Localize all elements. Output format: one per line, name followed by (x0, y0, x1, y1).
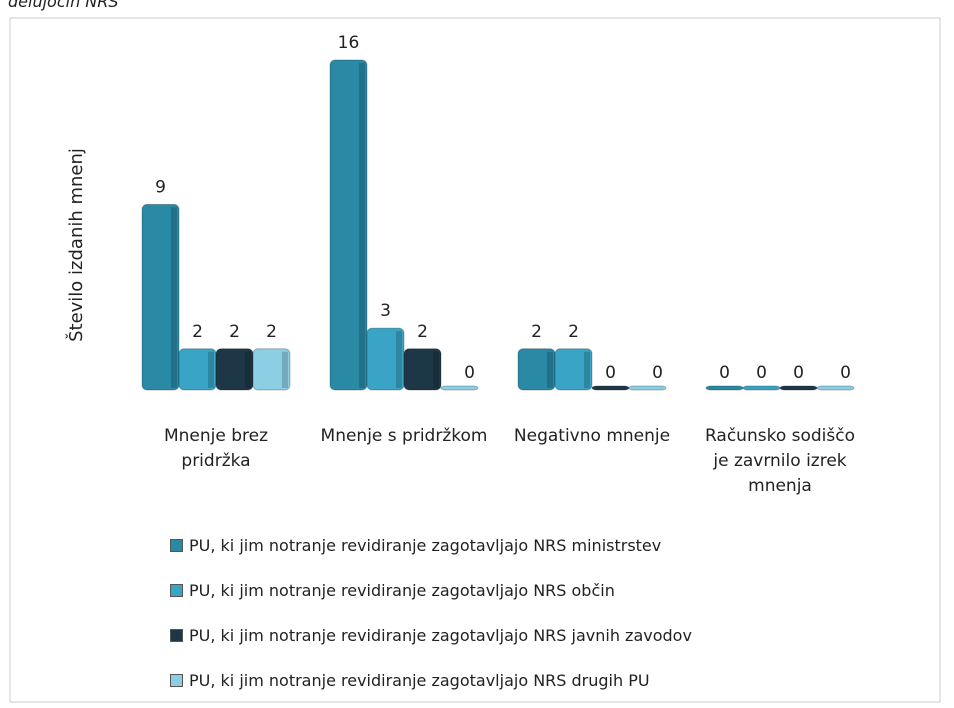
data-label: 9 (155, 177, 166, 197)
bar-shade (547, 351, 553, 388)
data-label: 2 (229, 322, 240, 342)
legend-entry: PU, ki jim notranje revidiranje zagotavl… (170, 581, 615, 600)
legend-swatch (170, 629, 183, 642)
legend-entry: PU, ki jim notranje revidiranje zagotavl… (170, 671, 650, 690)
bar-shade (245, 351, 251, 388)
legend-label: PU, ki jim notranje revidiranje zagotavl… (189, 626, 692, 645)
x-tick-label: Negativno mnenje (513, 426, 671, 446)
legend-swatch (170, 539, 183, 552)
legend-swatch (170, 584, 183, 597)
bar (705, 385, 744, 391)
legend-entry: PU, ki jim notranje revidiranje zagotavl… (170, 536, 661, 555)
bar-shade (208, 351, 214, 388)
bar-shade (359, 63, 365, 388)
data-label: 0 (719, 363, 730, 383)
data-label: 2 (417, 322, 428, 342)
bar (554, 348, 593, 391)
data-label: 0 (464, 363, 475, 383)
data-label: 0 (840, 363, 851, 383)
bar (403, 348, 442, 391)
bar (141, 203, 180, 391)
chart-frame (9, 17, 941, 703)
bar-shade (282, 351, 288, 388)
bar (628, 385, 667, 391)
bar-shade (396, 331, 402, 388)
data-label: 0 (793, 363, 804, 383)
bar-shade (584, 351, 590, 388)
x-tick-label: Mnenje brez pridržka (163, 426, 269, 471)
legend-label: PU, ki jim notranje revidiranje zagotavl… (189, 671, 650, 690)
data-label: 16 (338, 33, 360, 53)
bar-shade (171, 207, 177, 388)
caption: delujočih NRS (8, 0, 119, 11)
legend-entry: PU, ki jim notranje revidiranje zagotavl… (170, 626, 692, 645)
bar (591, 385, 630, 391)
legend-label: PU, ki jim notranje revidiranje zagotavl… (189, 536, 662, 555)
data-label: 0 (652, 363, 663, 383)
legend-swatch (170, 674, 183, 687)
bar (329, 59, 368, 391)
data-label: 2 (531, 322, 542, 342)
x-tick-label: Mnenje s pridržkom (320, 426, 488, 446)
data-label: 0 (756, 363, 767, 383)
data-label: 2 (266, 322, 277, 342)
data-label: 2 (192, 322, 203, 342)
data-label: 0 (605, 363, 616, 383)
bar-shade (433, 351, 439, 388)
data-label: 3 (380, 301, 391, 321)
x-tick-label: Računsko sodiščo je zavrnilo izrek mnenj… (704, 426, 856, 496)
bar (816, 385, 855, 391)
legend-label: PU, ki jim notranje revidiranje zagotavl… (189, 581, 615, 600)
bar (742, 385, 781, 391)
y-axis-label: Število izdanih mnenj (65, 148, 87, 342)
data-label: 2 (568, 322, 579, 342)
bar (779, 385, 818, 391)
bar (440, 385, 479, 391)
bar (252, 348, 291, 391)
